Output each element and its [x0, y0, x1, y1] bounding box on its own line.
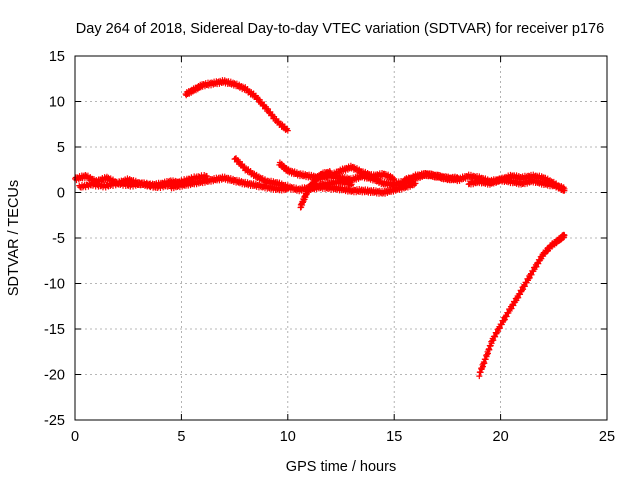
data-point [528, 271, 535, 278]
data-point [284, 127, 291, 134]
data-point [492, 333, 499, 340]
data-point [510, 302, 517, 309]
data-point [501, 316, 508, 323]
data-point [517, 291, 524, 298]
y-tick-label: 15 [49, 49, 65, 65]
y-tick-label: 10 [49, 95, 65, 111]
x-tick-label: 10 [280, 429, 296, 445]
y-tick-label: -5 [52, 231, 65, 247]
data-point [500, 317, 507, 324]
x-tick-label: 20 [493, 429, 509, 445]
data-point [526, 274, 533, 281]
chart-title: Day 264 of 2018, Sidereal Day-to-day VTE… [76, 21, 604, 37]
data-point [561, 232, 568, 239]
x-tick-label: 0 [71, 429, 79, 445]
data-point [518, 287, 525, 294]
series-arc-3 [167, 173, 291, 194]
data-point [490, 337, 497, 344]
series-arc-12 [476, 231, 568, 380]
data-point [203, 173, 210, 180]
y-tick-label: 0 [57, 186, 65, 202]
y-tick-label: -25 [44, 413, 65, 429]
series-arc-4 [182, 77, 291, 134]
series-arc-7 [297, 168, 334, 211]
x-tick-label: 25 [599, 429, 615, 445]
data-point [503, 313, 510, 320]
data-point [391, 175, 398, 182]
data-point [521, 283, 528, 290]
grid [75, 56, 607, 420]
x-axis-label: GPS time / hours [286, 459, 396, 475]
data-point [515, 294, 522, 301]
axes: 0 5 10 15 20 25 -25 -20 -15 -10 -5 0 5 10 15 [44, 49, 615, 445]
data-point [496, 325, 503, 332]
data-point [533, 263, 540, 270]
data-point [535, 260, 542, 267]
x-tick-label: 15 [386, 429, 402, 445]
y-tick-label: -10 [44, 277, 65, 293]
plot-area [72, 77, 568, 380]
x-tick-label: 5 [177, 429, 185, 445]
series-arc-8 [306, 179, 419, 197]
data-point [525, 275, 532, 282]
data-point [561, 185, 568, 192]
data-point [258, 99, 265, 106]
y-tick-label: -20 [44, 368, 65, 384]
y-tick-label: 5 [57, 140, 65, 156]
y-axis-label: SDTVAR / TECUs [6, 180, 22, 296]
y-tick-label: -15 [44, 322, 65, 338]
series-arc-2 [76, 171, 210, 192]
data-point [508, 305, 515, 312]
series-arc-11 [465, 175, 568, 193]
data-point [495, 328, 502, 335]
